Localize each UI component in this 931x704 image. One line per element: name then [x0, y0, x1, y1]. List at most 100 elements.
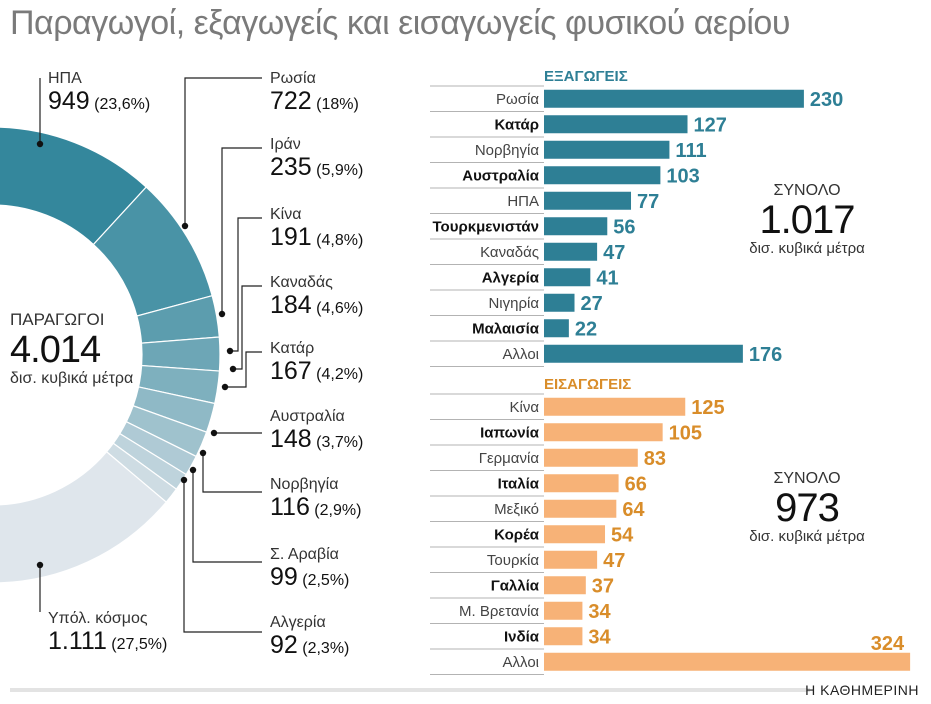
category-label: Μ. Βρετανία — [459, 603, 539, 620]
bar — [544, 601, 583, 620]
leader-dot — [221, 383, 229, 391]
bar — [544, 344, 743, 363]
category-label: Τουρκία — [487, 552, 539, 569]
value-label: 66 — [625, 473, 647, 495]
donut-label-value: 116 — [270, 493, 310, 521]
bar — [544, 627, 583, 646]
bar — [544, 89, 804, 108]
leader-dot — [189, 466, 197, 474]
value-label: 77 — [637, 191, 659, 213]
bar — [544, 217, 608, 236]
value-label: 64 — [622, 499, 645, 521]
leader-line — [225, 351, 262, 388]
production-total-value: 4.014 — [10, 329, 101, 371]
value-label: 47 — [603, 550, 625, 572]
value-label: 105 — [669, 422, 702, 444]
category-label: Αλλοι — [503, 654, 539, 671]
category-label: Γερμανία — [479, 450, 540, 467]
leader-line — [202, 453, 262, 493]
bar — [544, 191, 632, 210]
footer-divider — [10, 688, 810, 692]
value-label: 230 — [810, 89, 843, 111]
category-label: Ιαπωνία — [480, 424, 540, 441]
category-label: Γαλλία — [491, 577, 540, 594]
donut-slice — [0, 450, 168, 584]
leader-dot — [210, 429, 218, 437]
donut-label-percent: (2,9%) — [309, 502, 362, 519]
leader-dot — [36, 561, 44, 569]
donut-label-value: 1.111 — [48, 627, 107, 655]
leader-line — [230, 217, 262, 352]
imports-section-title: ΕΙΣΑΓΩΓΕΙΣ — [544, 376, 632, 393]
bar — [544, 423, 663, 442]
value-label: 41 — [596, 267, 618, 289]
imports-total-unit: δισ. κυβικά μέτρα — [749, 528, 865, 545]
donut-label-name: Αλγερία — [270, 614, 326, 631]
donut-label-percent: (2,5%) — [297, 572, 350, 589]
donut-label: Υπόλ. κόσμος 1.111 (27,5%) — [48, 610, 167, 655]
donut-label-value: 235 — [270, 153, 312, 181]
category-label: Κίνα — [509, 399, 539, 416]
category-label: Κορέα — [494, 526, 540, 543]
donut-label-name: Κατάρ — [270, 340, 315, 357]
exports-total: ΣΥΝΟΛΟ 1.017 δισ. κυβικά μέτρα — [747, 182, 867, 257]
category-label: Καναδάς — [480, 244, 539, 261]
donut-label-name: Αυστραλία — [270, 408, 345, 425]
donut-label: Αυστραλία 148 (3,7%) — [270, 408, 363, 453]
donut-label-percent: (18%) — [311, 96, 359, 113]
donut-label-value: 949 — [48, 87, 90, 115]
imports-total-label: ΣΥΝΟΛΟ — [773, 470, 841, 487]
production-total-label: ΠΑΡΑΓΩΓΟΙ — [10, 310, 105, 329]
leader-dot — [181, 222, 189, 230]
donut-label-percent: (4,2%) — [311, 366, 364, 383]
value-label: 176 — [749, 344, 782, 366]
donut-label-percent: (4,8%) — [311, 232, 364, 249]
production-total: ΠΑΡΑΓΩΓΟΙ 4.014 δισ. κυβικά μέτρα — [10, 310, 133, 388]
donut-label-percent: (23,6%) — [89, 96, 151, 113]
donut-label-value: 191 — [270, 223, 312, 251]
bar — [544, 140, 670, 159]
bar — [544, 268, 591, 287]
category-label: Ιταλία — [498, 475, 540, 492]
bar — [544, 499, 617, 518]
production-total-unit: δισ. κυβικά μέτρα — [10, 370, 134, 387]
donut-label-name: Ιράν — [270, 136, 301, 153]
value-label: 56 — [613, 216, 635, 238]
category-label: Αλγερία — [482, 269, 540, 286]
leader-dot — [199, 449, 207, 457]
imports-total-value: 973 — [775, 486, 840, 530]
category-label: Ρωσία — [496, 91, 539, 108]
bar — [544, 576, 586, 595]
value-label: 125 — [691, 397, 724, 419]
value-label: 34 — [588, 601, 611, 623]
category-label: Νιγηρία — [488, 295, 539, 312]
bar — [544, 397, 686, 416]
value-label: 34 — [588, 626, 611, 648]
donut-label-name: Σ. Αραβία — [270, 546, 339, 563]
donut-label: Κατάρ 167 (4,2%) — [270, 340, 363, 385]
donut-label: Αλγερία 92 (2,3%) — [270, 614, 349, 659]
bar — [544, 550, 598, 569]
donut-label-percent: (27,5%) — [106, 636, 168, 653]
category-label: ΗΠΑ — [507, 193, 539, 210]
value-label: 22 — [575, 318, 597, 340]
category-label: Νορβηγία — [475, 142, 540, 159]
category-label: Αλλοι — [503, 346, 539, 363]
donut-label-name: Υπόλ. κόσμος — [48, 610, 148, 627]
donut-label-name: Ρωσία — [270, 70, 316, 87]
source-credit: Η ΚΑΘΗΜΕΡΙΝΗ — [805, 682, 919, 698]
bar — [544, 448, 638, 467]
bar — [544, 474, 619, 493]
exports-total-value: 1.017 — [759, 198, 855, 242]
exports-total-label: ΣΥΝΟΛΟ — [773, 182, 841, 199]
category-label: Τουρκμενιστάν — [433, 218, 540, 235]
donut-label: Νορβηγία 116 (2,9%) — [270, 476, 361, 521]
bar — [544, 319, 569, 338]
value-label: 111 — [675, 140, 706, 162]
leader-line — [183, 480, 262, 633]
bar — [544, 115, 688, 134]
leader-line — [233, 285, 262, 370]
donut-label: ΗΠΑ 949 (23,6%) — [48, 70, 150, 115]
imports-total: ΣΥΝΟΛΟ 973 δισ. κυβικά μέτρα — [747, 470, 867, 545]
